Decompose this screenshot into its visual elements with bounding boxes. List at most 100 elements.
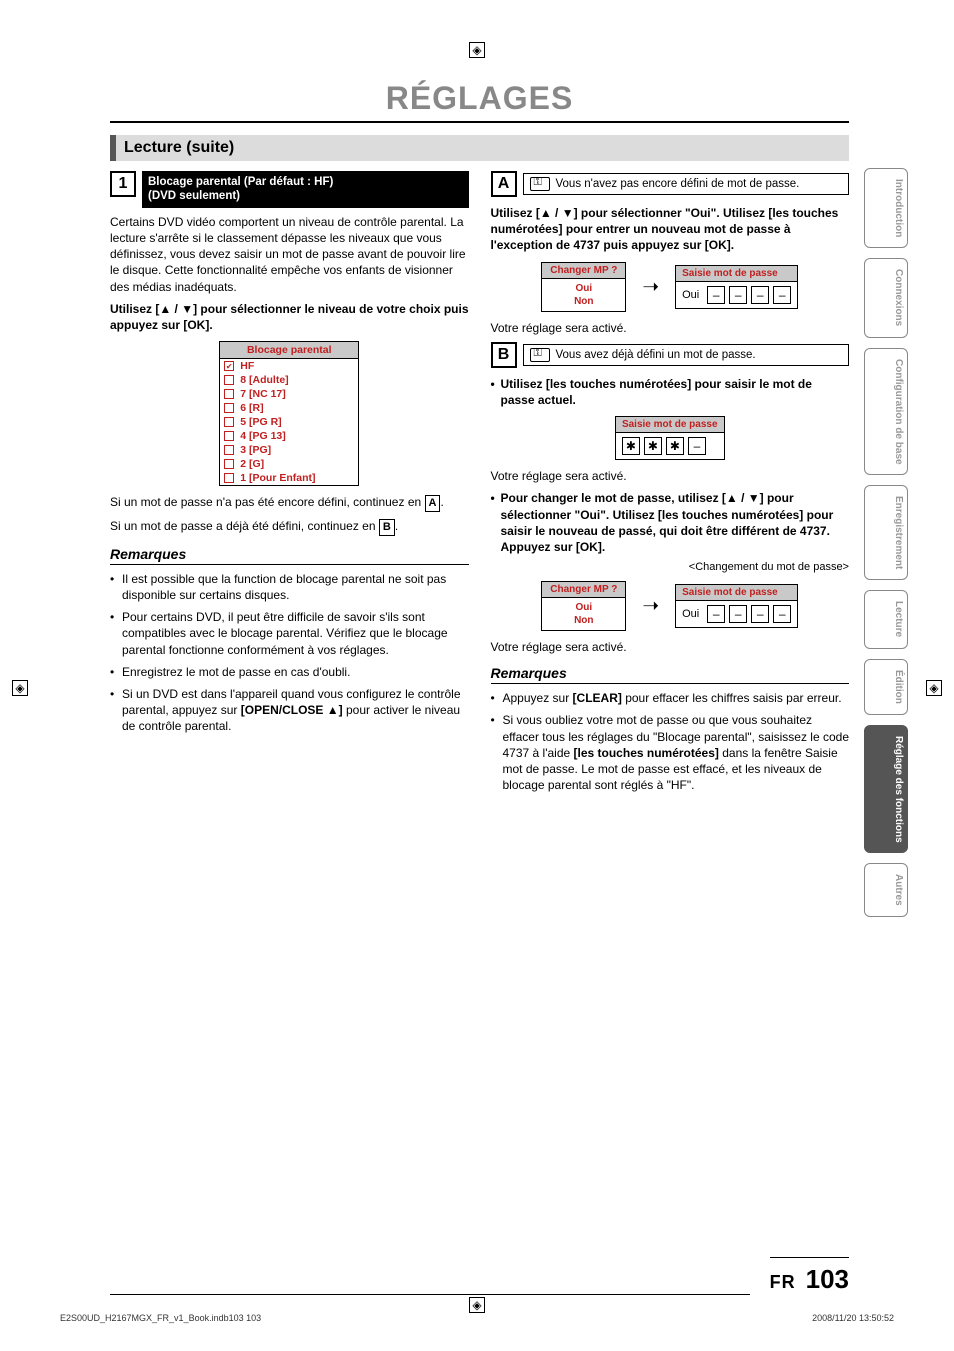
pw-slot: – bbox=[707, 286, 725, 304]
pw-slot: – bbox=[707, 605, 725, 623]
page-footer: FR 103 bbox=[110, 1257, 849, 1295]
section-b-header: B Vous avez déjà défini un mot de passe. bbox=[491, 342, 850, 368]
saisie-box: Saisie mot de passe Oui – – – – bbox=[675, 584, 798, 628]
level-label: 5 [PG R] bbox=[240, 416, 281, 428]
table-row: 5 [PG R] bbox=[220, 415, 358, 429]
rem4-b: [OPEN/CLOSE ▲] bbox=[241, 703, 343, 717]
section-a-text: Vous n'avez pas encore défini de mot de … bbox=[556, 178, 800, 190]
section-b-text: Vous avez déjà défini un mot de passe. bbox=[556, 349, 756, 361]
changer-oui: Oui bbox=[575, 283, 592, 294]
changer-oui: Oui bbox=[575, 602, 592, 613]
osd-panel-a: Changer MP ? Oui Non ➝ Saisie mot de pas… bbox=[491, 262, 850, 312]
saisie-box: Saisie mot de passe ✱ ✱ ✱ – bbox=[615, 416, 725, 460]
rrem2-b: [les touches numérotées] bbox=[574, 746, 719, 760]
checkbox-icon bbox=[224, 445, 234, 455]
checkbox-icon bbox=[224, 473, 234, 483]
reglage-active-2: Votre réglage sera activé. bbox=[491, 468, 850, 484]
rrem1-c: pour effacer les chiffres saisis par err… bbox=[622, 691, 842, 705]
pw-slot: ✱ bbox=[622, 437, 640, 455]
table-row: 6 [R] bbox=[220, 401, 358, 415]
list-item: Si un DVD est dans l'appareil quand vous… bbox=[110, 686, 469, 735]
pw-slot: – bbox=[773, 605, 791, 623]
remarques-header-right: Remarques bbox=[491, 665, 850, 684]
changer-mp-body: Oui Non bbox=[542, 598, 625, 630]
blocage-parental-table: Blocage parental ✔HF 8 [Adulte] 7 [NC 17… bbox=[219, 341, 359, 486]
registration-mark-icon: ◈ bbox=[469, 42, 485, 58]
osd-panel-b1: Saisie mot de passe ✱ ✱ ✱ – bbox=[491, 416, 850, 460]
tab-lecture[interactable]: Lecture bbox=[864, 590, 908, 648]
saisie-lead: Oui bbox=[682, 289, 699, 301]
changer-mp-box: Changer MP ? Oui Non bbox=[541, 262, 626, 312]
intro-paragraph: Certains DVD vidéo comportent un niveau … bbox=[110, 214, 469, 295]
rrem1-a: Appuyez sur bbox=[503, 691, 573, 705]
pw-slot: ✱ bbox=[644, 437, 662, 455]
tab-configuration[interactable]: Configuration de base bbox=[864, 348, 908, 476]
tab-edition[interactable]: Édition bbox=[864, 659, 908, 715]
a-instruction: Utilisez [▲ / ▼] pour sélectionner "Oui"… bbox=[491, 205, 850, 254]
side-tabs: Introduction Connexions Configuration de… bbox=[864, 168, 908, 917]
arrow-right-icon: ➝ bbox=[642, 596, 659, 616]
key-icon bbox=[530, 177, 550, 191]
step-label-line1: Blocage parental (Par défaut : HF) bbox=[148, 176, 333, 188]
table-row: 8 [Adulte] bbox=[220, 373, 358, 387]
changement-note: <Changement du mot de passe> bbox=[491, 561, 850, 573]
footer-right: FR 103 bbox=[770, 1257, 849, 1295]
page-title: RÉGLAGES bbox=[110, 80, 849, 117]
section-b-box: B bbox=[491, 342, 517, 368]
registration-mark-icon: ◈ bbox=[12, 680, 28, 696]
arrow-right-icon: ➝ bbox=[642, 277, 659, 297]
registration-mark-icon: ◈ bbox=[469, 1297, 485, 1313]
footer-page-number: 103 bbox=[806, 1264, 849, 1295]
section-b-bar: Vous avez déjà défini un mot de passe. bbox=[523, 344, 850, 366]
saisie-header: Saisie mot de passe bbox=[616, 417, 724, 433]
level-label: 6 [R] bbox=[240, 402, 263, 414]
left-column: 1 Blocage parental (Par défaut : HF) (DV… bbox=[110, 171, 469, 799]
level-label: 1 [Pour Enfant] bbox=[240, 472, 315, 484]
pw-slot: ✱ bbox=[666, 437, 684, 455]
tab-connexions[interactable]: Connexions bbox=[864, 258, 908, 337]
section-a-header: A Vous n'avez pas encore défini de mot d… bbox=[491, 171, 850, 197]
remarques-list: Il est possible que la function de bloca… bbox=[110, 571, 469, 735]
tab-introduction[interactable]: Introduction bbox=[864, 168, 908, 248]
step-number-box: 1 bbox=[110, 171, 136, 197]
print-meta-right: 2008/11/20 13:50:52 bbox=[812, 1313, 894, 1323]
list-item: Enregistrez le mot de passe en cas d'oub… bbox=[110, 664, 469, 680]
has-password-text: Si un mot de passe a déjà été défini, co… bbox=[110, 519, 379, 533]
ref-box-b: B bbox=[379, 519, 395, 536]
level-label: HF bbox=[240, 360, 254, 372]
changer-non: Non bbox=[574, 615, 593, 626]
b-bullet-2: Pour changer le mot de passe, utilisez [… bbox=[491, 490, 850, 555]
section-a-bar: Vous n'avez pas encore défini de mot de … bbox=[523, 173, 850, 195]
pw-slot: – bbox=[751, 286, 769, 304]
changer-mp-header: Changer MP ? bbox=[542, 582, 625, 598]
no-password-text: Si un mot de passe n'a pas été encore dé… bbox=[110, 495, 425, 509]
no-password-note: Si un mot de passe n'a pas été encore dé… bbox=[110, 494, 469, 512]
instruction-1: Utilisez [▲ / ▼] pour sélectionner le ni… bbox=[110, 301, 469, 333]
changer-mp-box: Changer MP ? Oui Non bbox=[541, 581, 626, 631]
checkbox-icon bbox=[224, 431, 234, 441]
title-rule bbox=[110, 121, 849, 123]
table-row: 7 [NC 17] bbox=[220, 387, 358, 401]
checkbox-icon bbox=[224, 459, 234, 469]
level-label: 2 [G] bbox=[240, 458, 264, 470]
table-row: 4 [PG 13] bbox=[220, 429, 358, 443]
table-row: 2 [G] bbox=[220, 457, 358, 471]
key-icon bbox=[530, 348, 550, 362]
ref-box-a: A bbox=[425, 495, 441, 512]
pw-slot: – bbox=[729, 605, 747, 623]
saisie-lead: Oui bbox=[682, 608, 699, 620]
list-item: Appuyez sur [CLEAR] pour effacer les chi… bbox=[491, 690, 850, 706]
pw-slot: – bbox=[773, 286, 791, 304]
checkbox-icon bbox=[224, 375, 234, 385]
tab-enregistrement[interactable]: Enregistrement bbox=[864, 485, 908, 580]
saisie-header: Saisie mot de passe bbox=[676, 585, 797, 601]
level-label: 4 [PG 13] bbox=[240, 430, 286, 442]
section-a-box: A bbox=[491, 171, 517, 197]
pw-slot: – bbox=[688, 437, 706, 455]
tab-autres[interactable]: Autres bbox=[864, 863, 908, 917]
saisie-row: Oui – – – – bbox=[676, 601, 797, 627]
changer-non: Non bbox=[574, 296, 593, 307]
tab-reglage-fonctions[interactable]: Réglage des fonctions bbox=[864, 725, 908, 854]
saisie-box: Saisie mot de passe Oui – – – – bbox=[675, 265, 798, 309]
list-item: Il est possible que la function de bloca… bbox=[110, 571, 469, 603]
